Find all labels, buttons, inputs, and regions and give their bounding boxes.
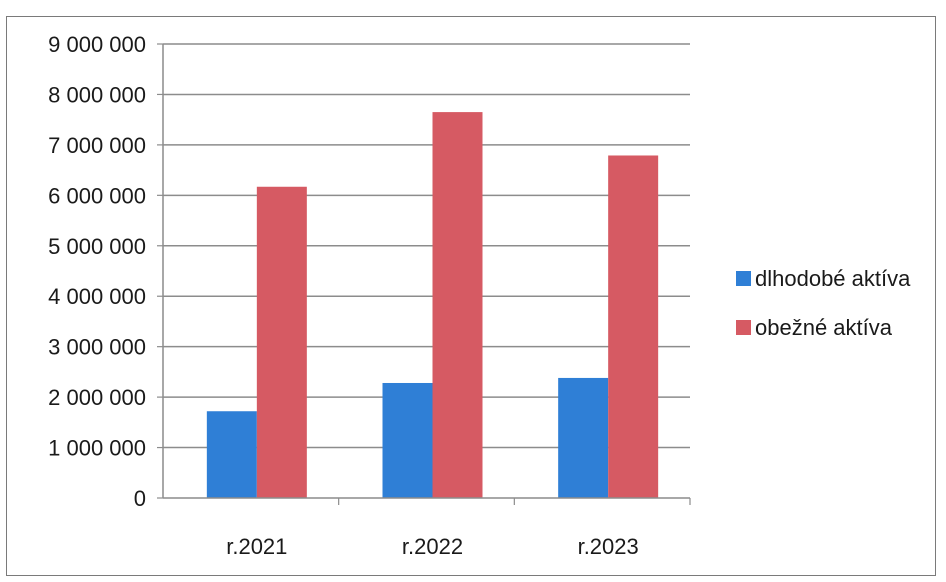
y-tick-label: 3 000 000 <box>48 335 146 360</box>
y-tick-labels: 0 1 000 000 2 000 000 3 000 000 4 000 000 5 0… <box>48 32 146 511</box>
bar-dlhodobe-r2023 <box>558 377 609 498</box>
y-tick-label: 4 000 000 <box>48 284 146 309</box>
axes <box>157 43 691 505</box>
y-tick-label: 8 000 000 <box>48 82 146 107</box>
legend-swatch <box>736 271 751 286</box>
bar-dlhodobe-r2021 <box>206 411 257 498</box>
x-tick-label: r.2021 <box>226 534 287 559</box>
y-tick-label: 6 000 000 <box>48 183 146 208</box>
legend-label: dlhodobé aktíva <box>755 266 911 291</box>
y-tick-label: 2 000 000 <box>48 385 146 410</box>
y-tick-label: 0 <box>134 486 146 511</box>
bar-obezne-r2023 <box>608 155 659 498</box>
legend-swatch <box>736 320 751 335</box>
bars <box>206 112 659 498</box>
y-tick-label: 9 000 000 <box>48 32 146 57</box>
legend: dlhodobé aktíva obežné aktíva <box>736 266 911 340</box>
bar-obezne-r2021 <box>256 186 307 498</box>
y-tick-label: 1 000 000 <box>48 436 146 461</box>
y-tick-label: 7 000 000 <box>48 133 146 158</box>
x-tick-label: r.2022 <box>402 534 463 559</box>
bar-dlhodobe-r2022 <box>382 382 433 498</box>
x-tick-labels: r.2021 r.2022 r.2023 <box>226 534 639 559</box>
bar-obezne-r2022 <box>432 112 483 498</box>
x-tick-label: r.2023 <box>578 534 639 559</box>
y-tick-label: 5 000 000 <box>48 234 146 259</box>
legend-label: obežné aktíva <box>755 315 893 340</box>
